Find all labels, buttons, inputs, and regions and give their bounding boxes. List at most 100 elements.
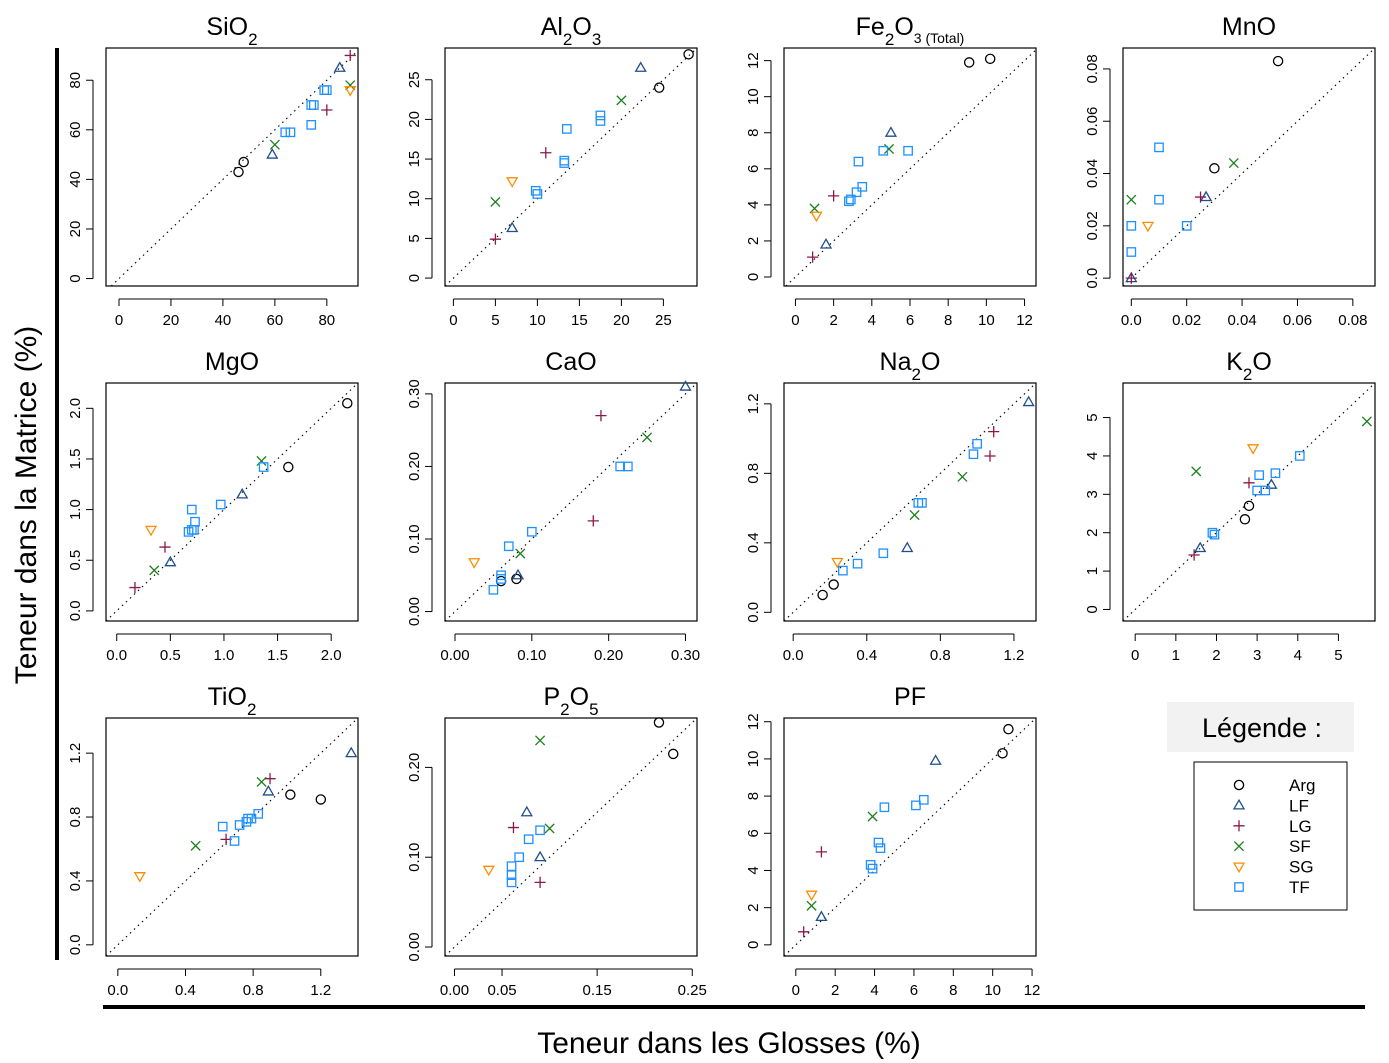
data-point-sf xyxy=(190,840,201,851)
y-tick-label: 6 xyxy=(745,165,762,173)
x-tick-label: 0 xyxy=(115,312,123,329)
data-point-tf xyxy=(530,185,541,196)
data-point-tf xyxy=(523,834,534,845)
scatter-panel: MgO 0.0 0.5 1.0 1.5 2.0 0.0 0.5 1.0 1.5 2.0 xyxy=(67,348,359,664)
scatter-panel: PF 0 2 4 6 8 10 12 0 2 4 6 8 10 12 xyxy=(745,683,1040,999)
data-point-tf xyxy=(321,85,332,95)
data-point-tf xyxy=(857,181,868,192)
data-point-lf xyxy=(345,746,358,758)
data-point-lf xyxy=(1265,478,1278,489)
x-tick-label: 4 xyxy=(870,982,878,999)
legend-label-sf: SF xyxy=(1289,837,1311,856)
data-point-lf xyxy=(266,148,279,159)
data-point-tf xyxy=(875,843,886,854)
identity-line xyxy=(1122,382,1376,622)
y-tick-label: 1 xyxy=(1084,567,1101,575)
legend-marker-sf xyxy=(1233,841,1245,852)
panel-title: Al2O3 xyxy=(541,13,602,49)
data-point-lg xyxy=(159,541,171,553)
data-point-tf xyxy=(535,825,545,836)
data-point-sf xyxy=(256,455,267,467)
data-point-tf xyxy=(319,85,330,95)
data-point-sf xyxy=(867,811,878,822)
y-tick-label: 10 xyxy=(745,751,762,768)
y-tick-label: 0 xyxy=(67,274,84,282)
data-point-sg xyxy=(133,872,146,883)
y-tick-label: 0.06 xyxy=(1084,107,1101,136)
panel-title: PF xyxy=(894,683,926,711)
legend-label-lg: LG xyxy=(1289,817,1312,836)
data-point-arg xyxy=(1003,723,1014,735)
data-point-lg xyxy=(587,515,599,527)
y-tick-label: 0.20 xyxy=(406,452,423,481)
data-point-tf xyxy=(853,156,864,167)
data-point-tf xyxy=(615,461,626,472)
panel-title: Na2O xyxy=(880,348,941,384)
x-tick-label: 2 xyxy=(831,982,839,999)
y-tick-label: 60 xyxy=(67,121,84,138)
y-tick-label: 80 xyxy=(67,72,84,89)
data-point-sf xyxy=(490,196,501,207)
plot-frame xyxy=(783,47,1037,287)
data-point-tf xyxy=(852,558,863,569)
data-point-tf xyxy=(595,110,606,121)
data-point-tf xyxy=(1181,220,1192,231)
x-tick-label: 0.00 xyxy=(440,647,469,664)
y-tick-label: 0.4 xyxy=(67,870,84,891)
data-point-arg xyxy=(828,579,839,590)
data-point-lf xyxy=(236,487,249,499)
data-point-tf xyxy=(532,189,543,199)
y-tick-label: 5 xyxy=(1084,413,1101,421)
data-point-lg xyxy=(1125,272,1137,284)
y-tick-label: 0.10 xyxy=(406,524,423,553)
data-point-tf xyxy=(1126,220,1137,231)
data-point-tf xyxy=(186,504,197,515)
data-point-tf xyxy=(1254,470,1265,480)
x-tick-label: 12 xyxy=(1024,982,1041,999)
data-point-arg xyxy=(342,398,353,409)
x-tick-label: 12 xyxy=(1016,312,1033,329)
data-point-lg xyxy=(321,104,333,116)
data-point-sf xyxy=(149,565,160,576)
data-point-sf xyxy=(515,548,526,559)
panel-title: MnO xyxy=(1222,13,1276,41)
x-tick-label: 1.2 xyxy=(1003,647,1024,664)
x-tick-label: 0 xyxy=(449,312,457,329)
data-point-lf xyxy=(901,541,914,553)
data-point-tf xyxy=(903,145,913,156)
identity-line xyxy=(1122,47,1376,287)
plot-frame xyxy=(783,717,1037,957)
y-tick-label: 10 xyxy=(406,190,423,207)
x-tick-label: 1.2 xyxy=(310,982,331,999)
scatter-panel: SiO2 0 20 40 60 80 0 20 40 60 80 xyxy=(67,13,359,329)
y-tick-label: 15 xyxy=(406,151,423,168)
y-tick-label: 0.5 xyxy=(67,550,84,571)
data-point-lg xyxy=(595,410,607,422)
y-tick-label: 0 xyxy=(406,274,423,282)
x-tick-label: 0.0 xyxy=(1121,312,1142,329)
y-tick-label: 1.2 xyxy=(745,393,762,414)
x-tick-label: 0.25 xyxy=(678,982,707,999)
data-point-tf xyxy=(514,852,525,863)
x-tick-label: 0.4 xyxy=(175,982,196,999)
x-tick-label: 0 xyxy=(1131,647,1139,664)
x-tick-label: 40 xyxy=(215,312,232,329)
data-point-tf xyxy=(561,124,572,134)
data-point-tf xyxy=(1270,468,1281,479)
data-point-sf xyxy=(883,143,895,155)
data-point-lg xyxy=(489,233,501,245)
y-tick-label: 0 xyxy=(745,941,762,949)
data-point-tf xyxy=(306,120,317,130)
data-point-tf xyxy=(488,584,499,595)
y-tick-label: 40 xyxy=(67,171,84,188)
data-point-arg xyxy=(683,49,694,60)
data-point-tf xyxy=(280,127,291,138)
x-tick-label: 2.0 xyxy=(321,647,342,664)
x-tick-label: 15 xyxy=(571,312,588,329)
y-tick-label: 0 xyxy=(1084,605,1101,613)
data-point-tf xyxy=(215,499,226,510)
data-point-tf xyxy=(253,808,264,819)
y-tick-label: 0.0 xyxy=(67,600,84,621)
plot-frame xyxy=(105,382,359,622)
